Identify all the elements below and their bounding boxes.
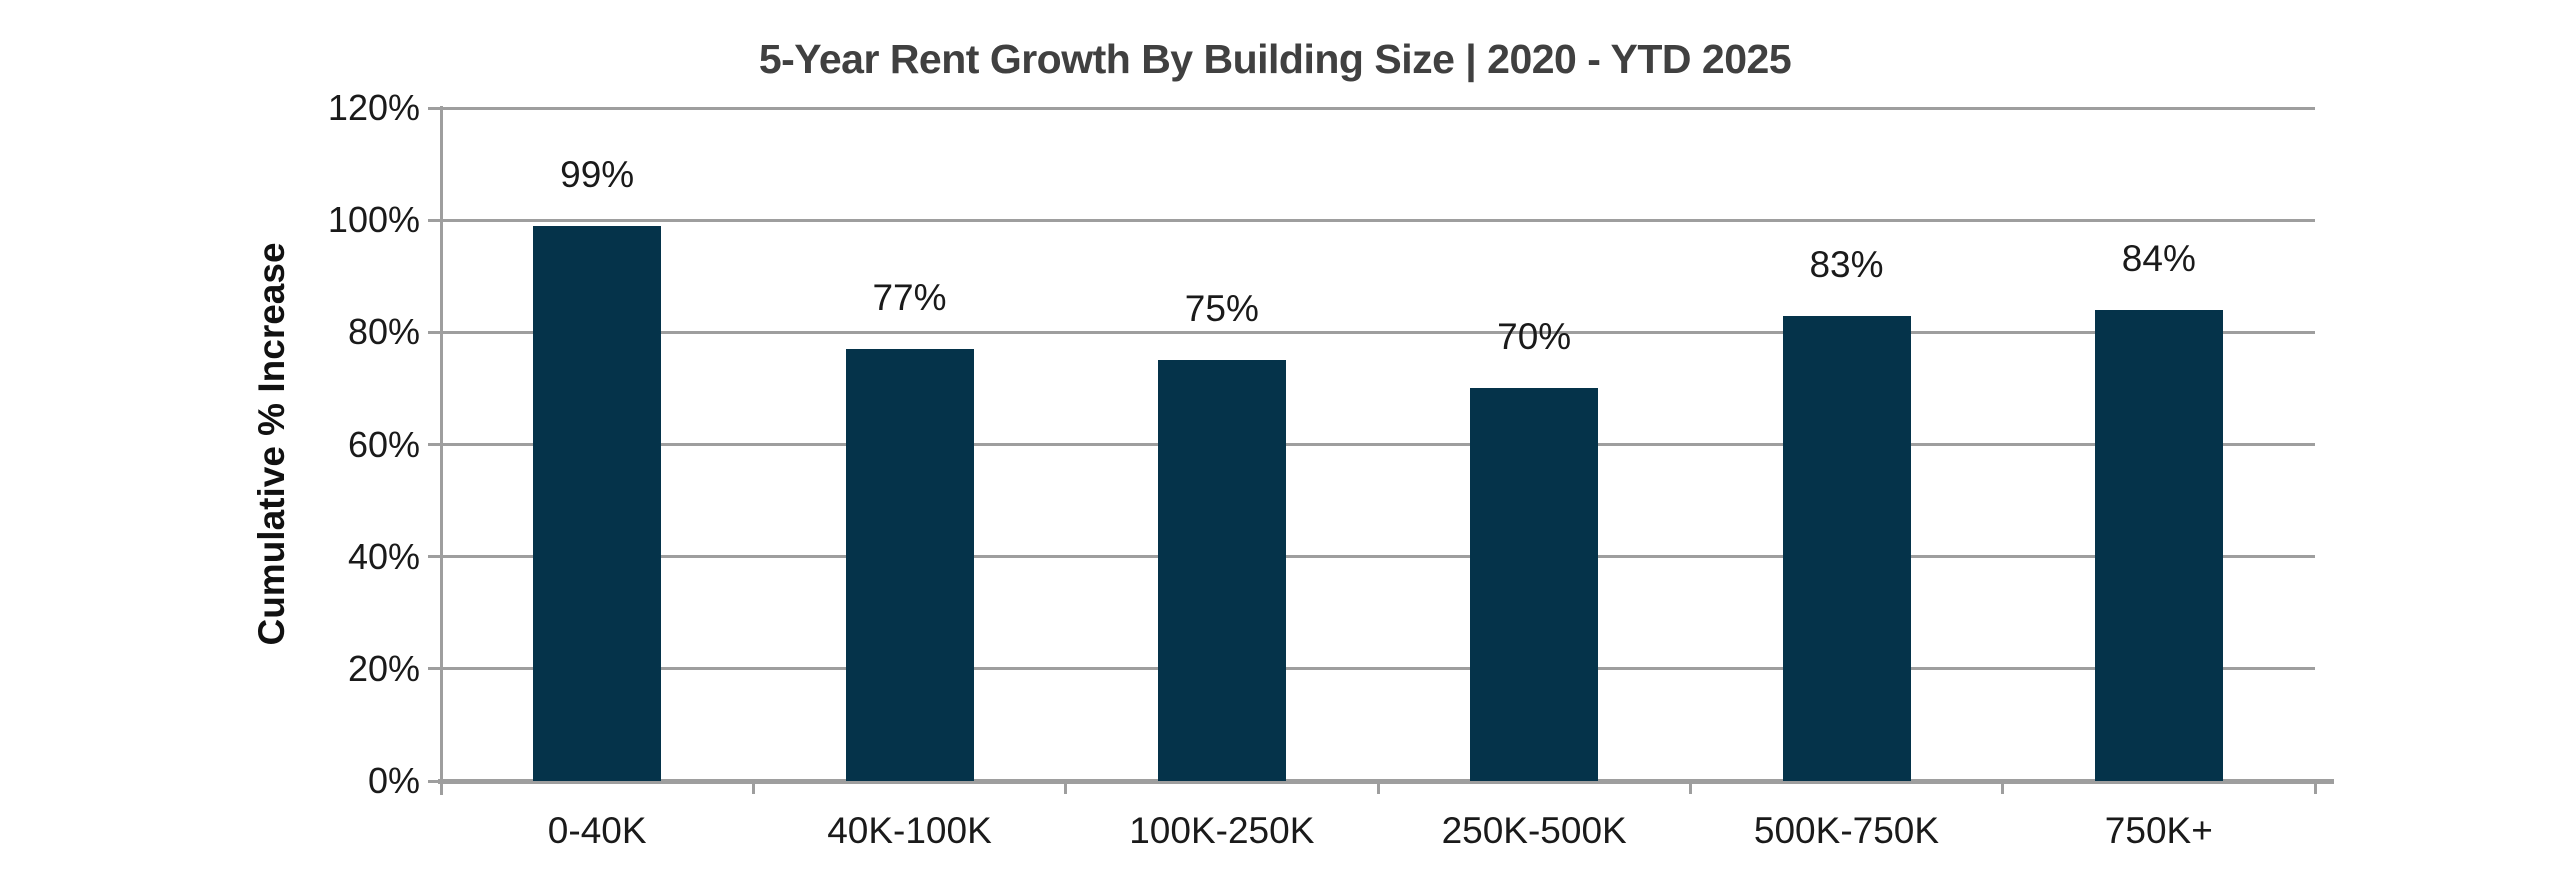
y-axis-tick: [428, 330, 441, 334]
bar-value-label: 83%: [1809, 243, 1884, 285]
bar-value-label: 99%: [560, 153, 635, 195]
y-axis-tick: [428, 779, 441, 783]
y-axis-tick-label: 60%: [347, 423, 420, 465]
x-axis-tick-label: 500K-750K: [1753, 810, 1940, 851]
x-axis-tick: [1376, 781, 1380, 794]
gridline: [441, 106, 2315, 110]
bar: [2094, 309, 2223, 781]
y-axis-tick-label: 20%: [347, 647, 420, 689]
bar: [845, 349, 974, 781]
gridline: [441, 218, 2315, 222]
y-axis-tick: [428, 218, 441, 222]
gridline: [441, 330, 2315, 334]
y-axis-tick: [428, 443, 441, 446]
y-axis-line: [440, 106, 443, 795]
x-axis-tick: [2313, 781, 2317, 794]
y-axis-tick-label: 40%: [347, 535, 420, 577]
y-axis-tick-label: 80%: [347, 311, 420, 353]
gridline: [441, 443, 2315, 446]
bar: [1782, 315, 1911, 781]
bar-value-label: 77%: [872, 277, 947, 319]
bar: [533, 225, 662, 781]
gridline: [441, 555, 2315, 559]
bar-value-label: 84%: [2121, 237, 2196, 279]
gridline: [441, 667, 2315, 671]
x-axis-tick-label: 750K+: [2104, 810, 2213, 851]
x-axis-tick: [2001, 781, 2005, 794]
y-axis-tick: [428, 667, 441, 671]
y-axis-tick-label: 0%: [367, 760, 420, 801]
bar: [1470, 388, 1599, 781]
y-axis-tick: [428, 555, 441, 559]
x-axis-line: [438, 779, 2334, 784]
bar-value-label: 75%: [1184, 288, 1259, 330]
x-axis-tick-label: 0-40K: [547, 810, 647, 851]
x-axis-tick: [1688, 781, 1692, 794]
y-axis-tick-label: 120%: [327, 87, 420, 128]
y-axis-tick: [428, 106, 441, 110]
bar-value-label: 70%: [1497, 316, 1572, 358]
x-axis-tick-label: 250K-500K: [1441, 810, 1627, 851]
x-axis-tick-label: 100K-250K: [1129, 810, 1315, 851]
x-axis-tick-label: 40K-100K: [827, 810, 992, 851]
x-axis-tick: [439, 781, 443, 794]
x-axis-tick: [1064, 781, 1068, 794]
y-axis-tick-label: 100%: [327, 199, 420, 241]
x-axis-tick: [751, 781, 755, 794]
chart-title: 5-Year Rent Growth By Building Size | 20…: [758, 36, 1792, 82]
bar: [1157, 360, 1286, 781]
